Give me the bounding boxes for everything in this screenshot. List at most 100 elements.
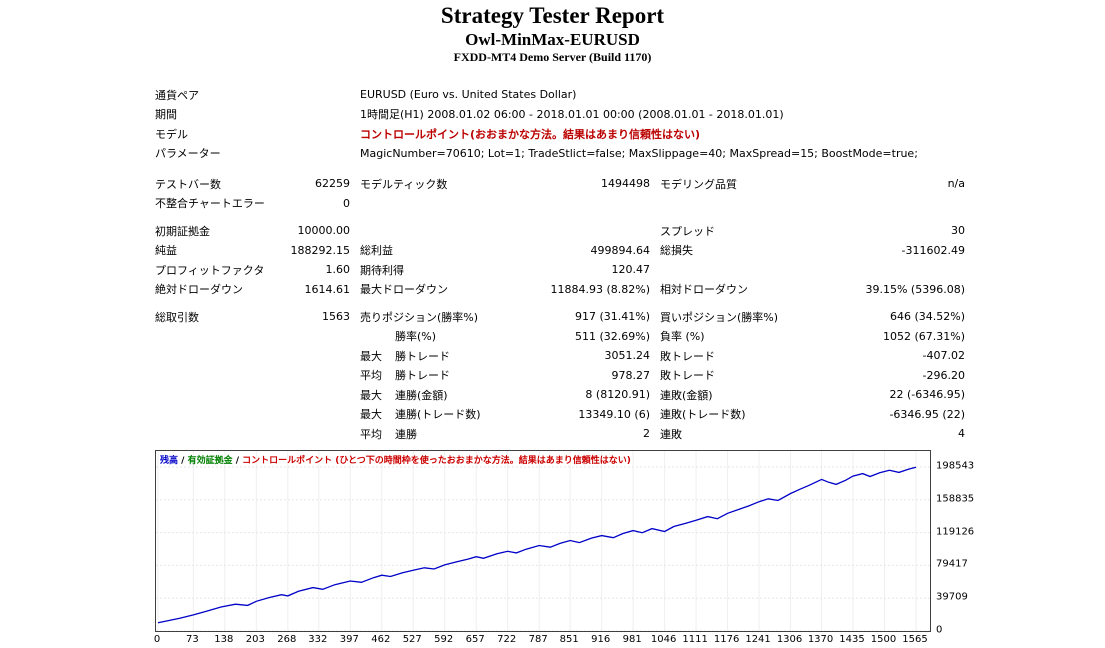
stat-value: 11884.93 (8.82%) <box>550 282 650 296</box>
x-tick-label: 592 <box>434 634 454 645</box>
y-tick-label: 39709 <box>936 591 968 603</box>
stat-label: 絶対ドローダウン <box>155 283 243 297</box>
x-tick-label: 1046 <box>650 634 677 645</box>
stat-value: 1494498 <box>601 177 650 191</box>
info-label: モデル <box>155 127 188 141</box>
stat-label-prefix: 平均 <box>360 427 382 441</box>
stat-value: 511 (32.69%) <box>574 329 650 343</box>
x-tick-label: 138 <box>214 634 234 645</box>
x-tick-label: 268 <box>277 634 297 645</box>
stat-label: 期待利得 <box>360 263 404 277</box>
stat-value: n/a <box>947 177 965 191</box>
stat-label: 総利益 <box>360 244 393 258</box>
balance-chart: 残高 / 有効証拠金 / コントロールポイント (ひとつ下の時間枠を使ったおおま… <box>155 450 931 632</box>
x-tick-label: 0 <box>153 634 161 645</box>
stat-value: 3051.24 <box>604 349 651 363</box>
stat-value: 499894.64 <box>590 243 651 257</box>
stat-label: 連敗(金額) <box>660 388 713 402</box>
stat-label-prefix: 最大 <box>360 408 382 422</box>
stat-row: テストバー数 62259 モデルティック数 1494498 モデリング品質 n/a <box>155 174 965 194</box>
x-tick-label: 1306 <box>776 634 803 645</box>
y-tick-label: 0 <box>936 624 943 636</box>
info-row: モデル コントロールポイント(おおまかな方法。結果はあまり信頼性はない) <box>155 124 918 144</box>
stat-value: 917 (31.41%) <box>574 310 650 324</box>
server-info: FXDD-MT4 Demo Server (Build 1170) <box>453 49 652 64</box>
info-row: 通貨ペア EURUSD (Euro vs. United States Dolla… <box>155 85 918 105</box>
y-tick-label: 198543 <box>936 460 975 472</box>
stat-value: 10000.00 <box>297 224 351 238</box>
stat-row: 最大 勝トレード 3051.24 敗トレード -407.02 <box>155 346 965 366</box>
stat-label: 不整合チャートエラー <box>155 197 265 211</box>
stat-label-prefix: 平均 <box>360 369 382 383</box>
y-tick-label: 79417 <box>936 558 968 570</box>
x-tick-label: 527 <box>402 634 422 645</box>
stat-label: 相対ドローダウン <box>660 283 748 297</box>
stat-label: 総取引数 <box>155 310 199 324</box>
report-title: Strategy Tester Report <box>440 3 665 28</box>
x-tick-label: 203 <box>245 634 265 645</box>
stat-row: 最大 連勝(金額) 8 (8120.91) 連敗(金額) 22 (-6346.95) <box>155 385 965 405</box>
info-row: パラメーター MagicNumber=70610; Lot=1; TradeStl… <box>155 144 918 164</box>
stat-label-prefix: 最大 <box>360 388 382 402</box>
chart-legend-item: 有効証拠金 <box>187 456 233 466</box>
x-tick-label: 1500 <box>870 634 897 645</box>
stat-value: 8 (8120.91) <box>585 388 650 402</box>
x-tick-label: 1241 <box>745 634 771 645</box>
stat-label: 敗トレード <box>660 369 715 383</box>
chart-legend-item: / <box>178 456 188 466</box>
stat-row: 総取引数 1563 売りポジション(勝率%) 917 (31.41%) 買いポジション(… <box>155 307 965 327</box>
x-tick-label: 787 <box>528 634 548 645</box>
settings-table: 通貨ペア EURUSD (Euro vs. United States Dolla… <box>155 85 918 163</box>
chart-y-axis-labels: 0 39709 79417 119126 158835 198543 <box>936 450 996 635</box>
stat-value: 646 (34.52%) <box>889 310 965 324</box>
stat-row: 初期証拠金 10000.00 スプレッド 30 <box>155 221 965 241</box>
stat-value: 1563 <box>322 310 350 324</box>
stat-value: 39.15% (5396.08) <box>865 282 965 296</box>
info-value: EURUSD (Euro vs. United States Dollar) <box>360 88 577 102</box>
stat-label: 初期証拠金 <box>155 224 210 238</box>
balance-line <box>157 466 917 624</box>
stat-row: 絶対ドローダウン 1614.61 最大ドローダウン 11884.93 (8.82%) 相… <box>155 280 965 300</box>
stat-value: 120.47 <box>611 263 651 277</box>
stat-value: 1614.61 <box>304 282 351 296</box>
stat-value: 62259 <box>315 177 350 191</box>
y-tick-label: 158835 <box>936 493 975 505</box>
stat-value: 22 (-6346.95) <box>889 388 965 402</box>
x-tick-label: 397 <box>339 634 359 645</box>
stat-label: 最大 連勝(金額) <box>360 388 448 402</box>
stat-row: 勝率(%) 511 (32.69%) 負率 (%) 1052 (67.31%) <box>155 327 965 347</box>
stat-row: 平均 連勝 2 連敗 4 <box>155 424 965 444</box>
info-value: 1時間足(H1) 2008.01.02 06:00 - 2018.01.01 0… <box>360 108 784 122</box>
x-tick-label: 1176 <box>713 634 740 645</box>
stat-label: 勝率(%) <box>395 330 437 344</box>
stat-label: 平均 勝トレード <box>360 369 450 383</box>
stat-label-prefix: 最大 <box>360 349 382 363</box>
chart-x-axis-labels: 0 73 138 203 268 332 397 462 527 592 657 722 787 851 9… <box>153 634 931 646</box>
stat-label: 敗トレード <box>660 349 715 363</box>
x-tick-label: 722 <box>497 634 517 645</box>
info-label: パラメーター <box>155 147 221 161</box>
info-label: 期間 <box>155 108 177 122</box>
chart-legend: 残高 / 有効証拠金 / コントロールポイント (ひとつ下の時間枠を使ったおおま… <box>160 453 631 466</box>
stat-value: 1052 (67.31%) <box>882 329 965 343</box>
x-tick-label: 1370 <box>807 634 834 645</box>
stat-value: 30 <box>951 224 965 238</box>
info-label: 通貨ペア <box>155 88 199 102</box>
stat-label: 負率 (%) <box>660 330 705 344</box>
stat-row: 純益 188292.15 総利益 499894.64 総損失 -311602.49 <box>155 241 965 261</box>
equity-curve-plot <box>156 451 930 631</box>
y-tick-label: 119126 <box>936 526 975 538</box>
stat-label: 最大 連勝(トレード数) <box>360 408 481 422</box>
stat-label: 連敗 <box>660 427 682 441</box>
stat-label: テストバー数 <box>155 177 221 191</box>
x-tick-label: 73 <box>185 634 199 645</box>
results-table: テストバー数 62259 モデルティック数 1494498 モデリング品質 n/a 不整合チ… <box>155 174 965 444</box>
stat-value: 978.27 <box>611 368 651 382</box>
stat-label: プロフィットファクタ <box>155 263 265 277</box>
stat-value: 1.60 <box>325 263 351 277</box>
x-tick-label: 916 <box>591 634 611 645</box>
chart-legend-item: 残高 <box>160 456 179 466</box>
x-tick-label: 851 <box>559 634 579 645</box>
x-tick-label: 657 <box>465 634 485 645</box>
